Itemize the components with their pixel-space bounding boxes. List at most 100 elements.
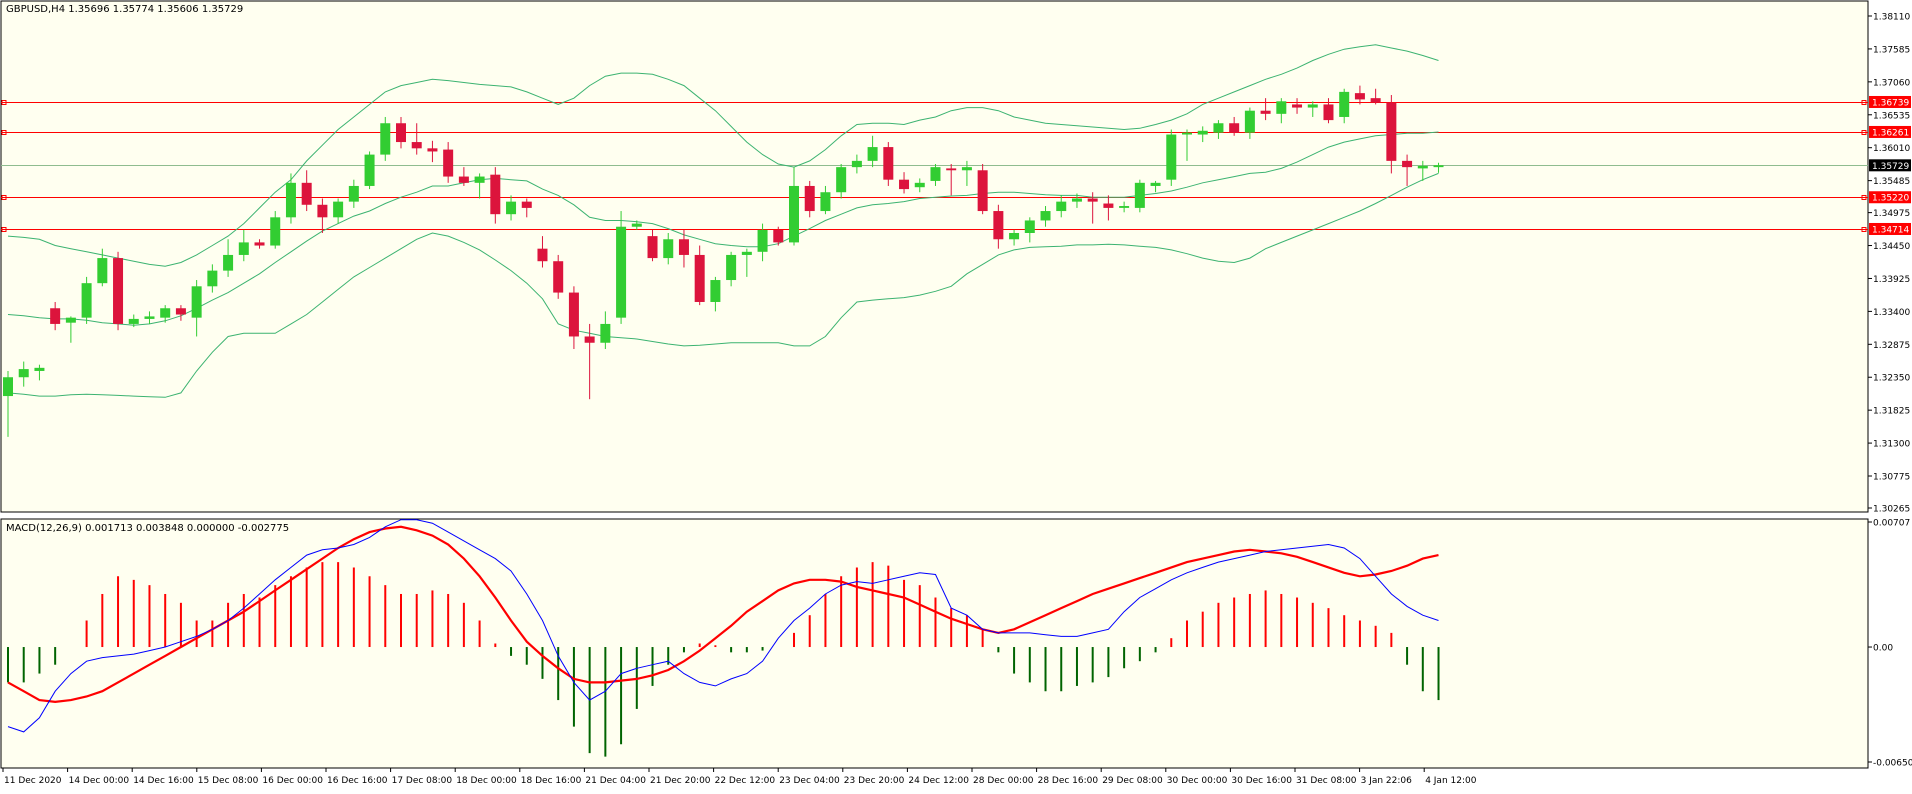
bull-candle [789, 167, 799, 246]
candle-body [50, 308, 61, 324]
bull-candle [1182, 129, 1192, 161]
candle-body [930, 167, 941, 181]
bull-candle [65, 316, 76, 343]
candle-body [490, 174, 501, 215]
bear-candle [50, 301, 61, 331]
candle-body [568, 292, 579, 337]
candle-body [741, 251, 752, 255]
bollinger-upper-line [7, 44, 1439, 267]
bear-candle [537, 236, 548, 268]
candle-body [506, 201, 517, 215]
candle-body [1323, 104, 1334, 121]
price-tick-label: 1.32875 [1873, 341, 1910, 351]
bear-candle [1354, 85, 1365, 105]
time-tick-label: 21 Dec 20:00 [650, 776, 711, 786]
time-tick-label: 31 Dec 08:00 [1296, 776, 1357, 786]
candle-body [553, 261, 564, 293]
bull-candle [1276, 98, 1287, 124]
level-price-tag [1869, 222, 1911, 235]
bollinger-bands [7, 44, 1439, 398]
bull-candle [1417, 160, 1428, 181]
candle-body [380, 123, 391, 155]
bull-candle [223, 239, 234, 277]
bear-candle [521, 198, 532, 218]
candle-body [175, 308, 186, 315]
bull-candle [207, 264, 218, 293]
main-chart-background [0, 0, 1869, 513]
bull-candle [1339, 88, 1350, 124]
candle-body [443, 149, 454, 177]
bull-candle [474, 173, 485, 199]
candle-body [977, 170, 988, 212]
bull-candle [1024, 217, 1035, 243]
bull-candle [3, 370, 13, 437]
bull-candle [506, 195, 517, 221]
candle-body [678, 239, 689, 255]
candle-body [600, 323, 611, 343]
time-tick-label: 30 Dec 16:00 [1231, 776, 1292, 786]
candle-body [883, 147, 894, 180]
price-tick-label: 1.37585 [1873, 45, 1910, 55]
candle-body [270, 217, 281, 246]
bear-candle [458, 167, 469, 186]
bull-candle [1056, 195, 1067, 218]
bear-candle [694, 245, 705, 306]
candle-body [285, 182, 296, 218]
bull-candle [1150, 180, 1161, 193]
price-tick-label: 1.32350 [1873, 374, 1910, 384]
level-handle-right [1861, 100, 1867, 105]
price-tick-label: 1.30265 [1873, 505, 1910, 515]
time-tick-label: 14 Dec 16:00 [133, 776, 194, 786]
candle-body [1229, 123, 1240, 133]
bull-candle [1119, 201, 1130, 213]
candle-body [1197, 130, 1208, 135]
candle-body [914, 182, 925, 188]
bull-candle [820, 185, 831, 215]
candle-body [1417, 165, 1428, 169]
price-tick-label: 1.38110 [1873, 13, 1910, 23]
price-tick-label: 1.31300 [1873, 440, 1910, 450]
bull-candle [663, 232, 674, 265]
macd-main-line [7, 519, 1439, 733]
bear-candle [1260, 98, 1271, 121]
time-tick-label: 24 Dec 12:00 [908, 776, 969, 786]
candle-body [820, 192, 831, 212]
bull-candle [364, 151, 375, 190]
candle-body [836, 167, 847, 193]
bear-candle [175, 305, 186, 321]
candle-body [254, 242, 265, 246]
candle-body [1292, 104, 1303, 108]
candle-body [65, 317, 76, 323]
bull-candle [1197, 126, 1208, 143]
bear-candle [1370, 88, 1381, 105]
time-tick-label: 14 Dec 00:00 [69, 776, 130, 786]
bear-candle [804, 180, 815, 218]
candle-body [1071, 198, 1082, 202]
bull-candle [380, 116, 391, 161]
bear-candle [647, 229, 658, 262]
candle-body [584, 336, 595, 343]
macd-indicator [7, 519, 1440, 757]
bear-candle [490, 167, 501, 224]
candle-body [631, 223, 642, 227]
bull-candle [930, 164, 941, 186]
level-handle-right [1861, 130, 1867, 135]
price-tick-label: 1.37060 [1873, 78, 1910, 88]
current-price-tag [1869, 159, 1911, 172]
bear-candle [396, 116, 406, 149]
bull-candle [238, 229, 249, 262]
bull-candle [1433, 162, 1444, 173]
bull-candle [285, 173, 296, 224]
candle-body [1276, 101, 1287, 114]
price-tick-label: 1.30775 [1873, 473, 1910, 483]
time-axis: 11 Dec 2020 14 Dec 00:00 14 Dec 16:00 15 De… [2, 768, 1477, 786]
candle-body [694, 254, 705, 302]
macd-tick-label: 0.00707 [1873, 519, 1910, 529]
bull-candle [961, 160, 972, 186]
price-axis: 1.38110 1.37585 1.37060 1.36535 1.36010 1.354… [1868, 13, 1912, 769]
bull-candle [710, 276, 721, 312]
bull-candle [97, 248, 108, 287]
